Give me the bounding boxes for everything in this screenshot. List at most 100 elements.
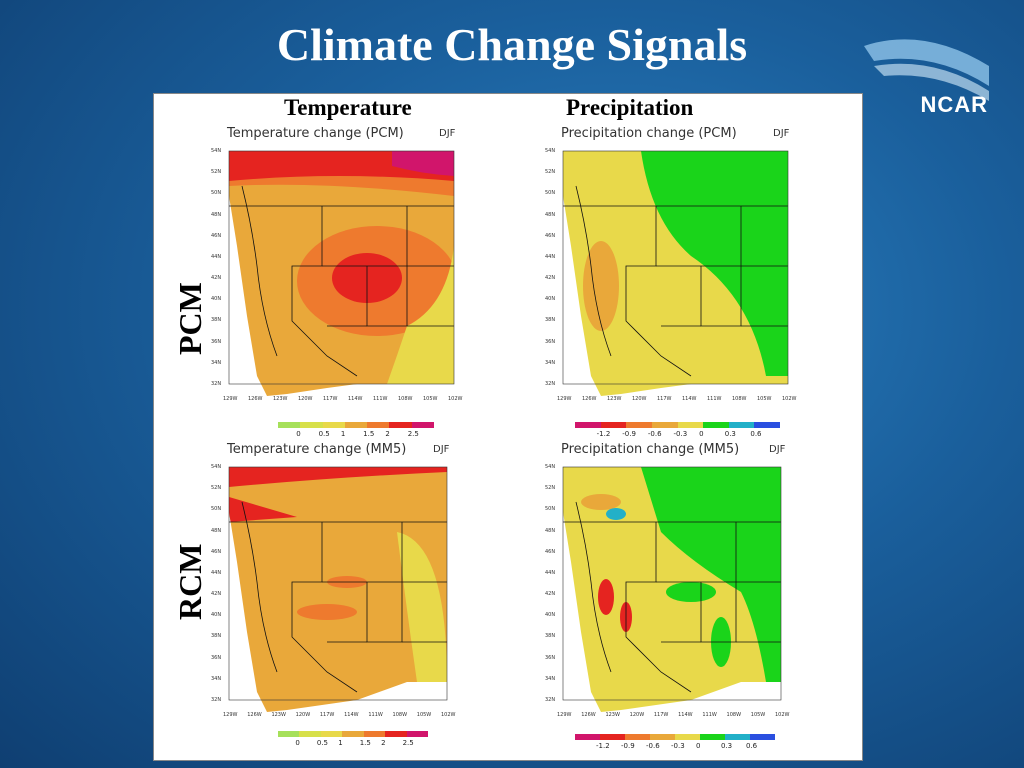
lat-tick-label: 46N: [545, 548, 556, 555]
colorbar-label: 0.3: [721, 742, 733, 750]
lon-tick-label: 129W: [223, 712, 238, 718]
colorbar-label: 1.5: [363, 430, 375, 438]
lon-tick-label: 105W: [750, 712, 766, 718]
lat-tick-label: 32N: [211, 381, 222, 387]
map-temperature-rcm: Temperature change (MM5) DJF 54N 52N 50N 48…: [207, 442, 472, 718]
lat-tick-label: 36N: [545, 654, 556, 661]
lat-tick-label: 44N: [545, 569, 556, 576]
lat-tick-label: 48N: [211, 211, 222, 218]
lon-tick-label: 117W: [319, 712, 335, 718]
lat-tick-label: 38N: [545, 317, 556, 324]
row-label-pcm: PCM: [172, 282, 208, 355]
colorbar-swatch: [385, 731, 407, 737]
temperature-colorbar-labels: 0 0.5 1 1.5 2 2.5: [278, 430, 434, 440]
colorbar-label: 0: [696, 742, 701, 750]
colorbar-label: 1.5: [359, 739, 371, 747]
lon-tick-label: 126W: [248, 396, 263, 402]
colorbar-swatch: [278, 422, 301, 428]
lat-tick-label: 40N: [211, 296, 222, 303]
map-title: Precipitation change (PCM): [561, 126, 737, 141]
lat-tick-label: 42N: [545, 275, 556, 282]
lon-tick-label: 126W: [247, 712, 262, 718]
colorbar-swatch: [600, 422, 627, 428]
colorbar-swatch: [703, 422, 729, 428]
lon-tick-label: 111W: [702, 712, 717, 718]
colorbar-label: -0.3: [671, 742, 685, 750]
lon-tick-label: 120W: [632, 396, 647, 402]
colorbar-swatch: [754, 422, 780, 428]
lat-tick-label: 50N: [211, 190, 222, 197]
map-title: Temperature change (PCM): [227, 126, 404, 141]
lon-tick-label: 108W: [392, 712, 408, 718]
colorbar-label: 0: [699, 430, 704, 438]
lon-tick-label: 114W: [348, 396, 363, 402]
colorbar-swatch: [651, 422, 678, 428]
column-header-temperature: Temperature: [284, 95, 412, 120]
lat-tick-label: 48N: [211, 527, 222, 534]
colorbar-swatch: [322, 422, 345, 428]
lon-tick-label: 108W: [726, 712, 742, 718]
lat-tick-label: 40N: [545, 296, 556, 303]
colorbar-swatch: [389, 422, 412, 428]
lat-tick-label: 50N: [545, 506, 556, 513]
colorbar-label: 2.5: [407, 430, 419, 438]
map-temperature-pcm: Temperature change (PCM) DJF 54N 52N 50N 48…: [207, 126, 472, 402]
colorbar-swatch: [750, 734, 775, 740]
lon-tick-label: 117W: [657, 396, 672, 402]
lon-tick-label: 102W: [782, 396, 797, 402]
lat-tick-label: 54N: [545, 148, 556, 154]
map-season: DJF: [773, 128, 790, 139]
lon-tick-label: 108W: [732, 396, 747, 402]
colorbar-swatch: [299, 731, 321, 737]
lat-tick-label: 46N: [545, 232, 556, 239]
lat-tick-label: 54N: [211, 148, 222, 154]
lon-tick-label: 114W: [682, 396, 697, 402]
colorbar-label: -0.3: [673, 430, 688, 438]
lon-tick-label: 105W: [757, 396, 772, 402]
map-season: DJF: [433, 444, 450, 455]
lat-tick-label: 52N: [211, 169, 222, 176]
colorbar-label: 0: [295, 739, 300, 747]
lon-tick-label: 123W: [607, 396, 622, 402]
colorbar-label: 0.5: [318, 430, 330, 438]
colorbar-label: -1.2: [596, 430, 611, 438]
colorbar-label: 0.6: [746, 742, 758, 750]
lat-tick-label: 54N: [211, 464, 222, 470]
lon-tick-label: 129W: [223, 396, 238, 402]
lon-tick-label: 123W: [271, 712, 286, 718]
slide-title: Climate Change Signals: [276, 19, 748, 70]
lon-tick-label: 129W: [557, 396, 572, 402]
precipitation-colorbar-labels: -1.2 -0.9 -0.6 -0.3 0 0.3 0.6: [575, 430, 780, 440]
lat-tick-label: 36N: [211, 654, 222, 661]
lat-tick-label: 32N: [211, 697, 222, 703]
lon-tick-label: 102W: [448, 396, 463, 402]
colorbar-swatch: [278, 731, 300, 737]
colorbar-label: 0.3: [724, 430, 736, 438]
colorbar-swatch: [300, 422, 323, 428]
colorbar-label: 1: [340, 430, 346, 438]
precipitation-pcm-field: [562, 150, 789, 396]
temperature-colorbar: [278, 731, 428, 737]
colorbar-swatch: [728, 422, 755, 428]
lon-tick-label: 111W: [368, 712, 383, 718]
precipitation-colorbar: [575, 422, 780, 428]
colorbar-label: -0.9: [622, 430, 636, 438]
map-precipitation-rcm: Precipitation change (MM5) DJF 54N 52N 50N…: [541, 442, 806, 718]
lon-tick-label: 123W: [273, 396, 288, 402]
lat-tick-label: 44N: [211, 569, 222, 576]
lon-tick-label: 105W: [416, 712, 432, 718]
lat-tick-label: 34N: [211, 675, 222, 682]
map-season: DJF: [769, 444, 786, 455]
lon-tick-label: 108W: [398, 396, 413, 402]
lat-tick-label: 52N: [545, 169, 556, 176]
lat-tick-label: 48N: [545, 211, 556, 218]
colorbar-label: 0.5: [316, 739, 328, 747]
colorbar-swatch: [411, 422, 434, 428]
lon-tick-label: 120W: [629, 712, 645, 718]
lon-tick-label: 111W: [373, 396, 388, 402]
lat-tick-label: 46N: [211, 232, 222, 239]
lat-tick-label: 34N: [545, 675, 556, 682]
lat-tick-label: 50N: [545, 190, 556, 197]
colorbar-swatch: [367, 422, 390, 428]
lat-tick-label: 38N: [211, 633, 222, 640]
